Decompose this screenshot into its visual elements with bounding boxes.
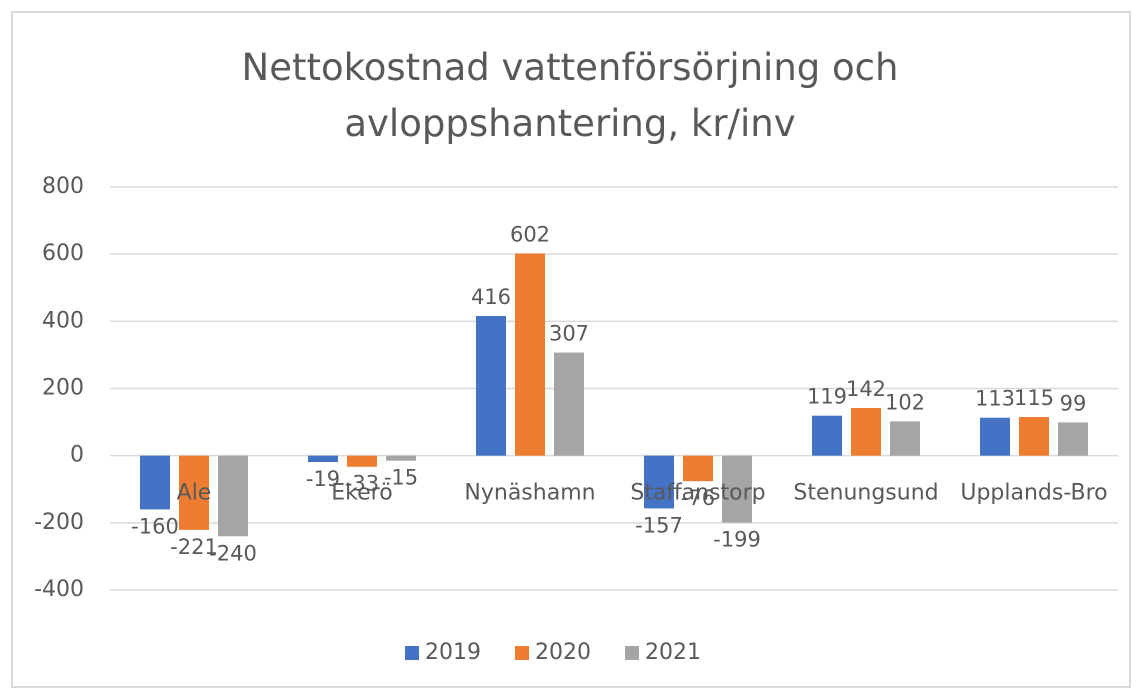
data-label: -157: [635, 513, 683, 537]
legend-label: 2019: [425, 640, 481, 665]
legend-swatch: [405, 646, 419, 660]
bar: [980, 417, 1010, 456]
data-label: 142: [846, 377, 886, 401]
data-label: -240: [209, 541, 257, 565]
data-label: -199: [713, 527, 761, 551]
x-tick-label: Ale: [177, 481, 212, 506]
bar: [1019, 417, 1049, 456]
bar: [722, 455, 752, 523]
legend-label: 2021: [645, 640, 701, 665]
y-tick-label: 600: [42, 241, 84, 266]
bar: [890, 421, 920, 456]
bar: [218, 455, 248, 537]
x-tick-label: Nynäshamn: [464, 481, 595, 506]
legend-swatch: [515, 646, 529, 660]
data-label: 602: [510, 222, 550, 246]
data-label: -76: [681, 486, 715, 510]
bar: [386, 455, 416, 461]
bar: [476, 315, 506, 456]
legend-label: 2020: [535, 640, 591, 665]
data-label: -19: [306, 467, 340, 491]
data-label: 119: [807, 385, 847, 409]
x-tick-label: Staffanstorp: [630, 481, 765, 506]
data-label: -221: [170, 535, 218, 559]
data-label: -160: [131, 514, 179, 538]
y-tick-label: 800: [42, 174, 84, 199]
bar: [140, 455, 170, 510]
x-tick-label: Upplands-Bro: [960, 481, 1107, 506]
y-tick-label: 0: [70, 443, 84, 468]
bar: [851, 407, 881, 456]
bar: [554, 352, 584, 456]
y-tick-label: -400: [34, 577, 84, 602]
bar: [347, 455, 377, 467]
legend-swatch: [625, 646, 639, 660]
bar: [812, 415, 842, 456]
bar: [644, 455, 674, 509]
data-label: 113: [975, 387, 1015, 411]
x-tick-label: Stenungsund: [793, 481, 938, 506]
bar: [515, 253, 545, 456]
x-tick-label: Ekerö: [331, 481, 392, 506]
y-tick-label: -200: [34, 510, 84, 535]
bar: [683, 455, 713, 482]
data-label: 99: [1060, 391, 1087, 415]
data-label: -15: [384, 466, 418, 490]
y-tick-label: 400: [42, 308, 84, 333]
chart-border: [11, 11, 1131, 688]
data-label: 416: [471, 285, 511, 309]
chart-title: Nettokostnad vattenförsörjning och avlop…: [241, 46, 899, 145]
data-label: 102: [885, 390, 925, 414]
y-tick-label: 200: [42, 376, 84, 401]
bar: [179, 455, 209, 530]
data-label: -33: [345, 472, 379, 496]
data-label: 307: [549, 322, 589, 346]
data-label: 115: [1014, 386, 1054, 410]
bar: [308, 455, 338, 463]
bar: [1058, 422, 1088, 456]
